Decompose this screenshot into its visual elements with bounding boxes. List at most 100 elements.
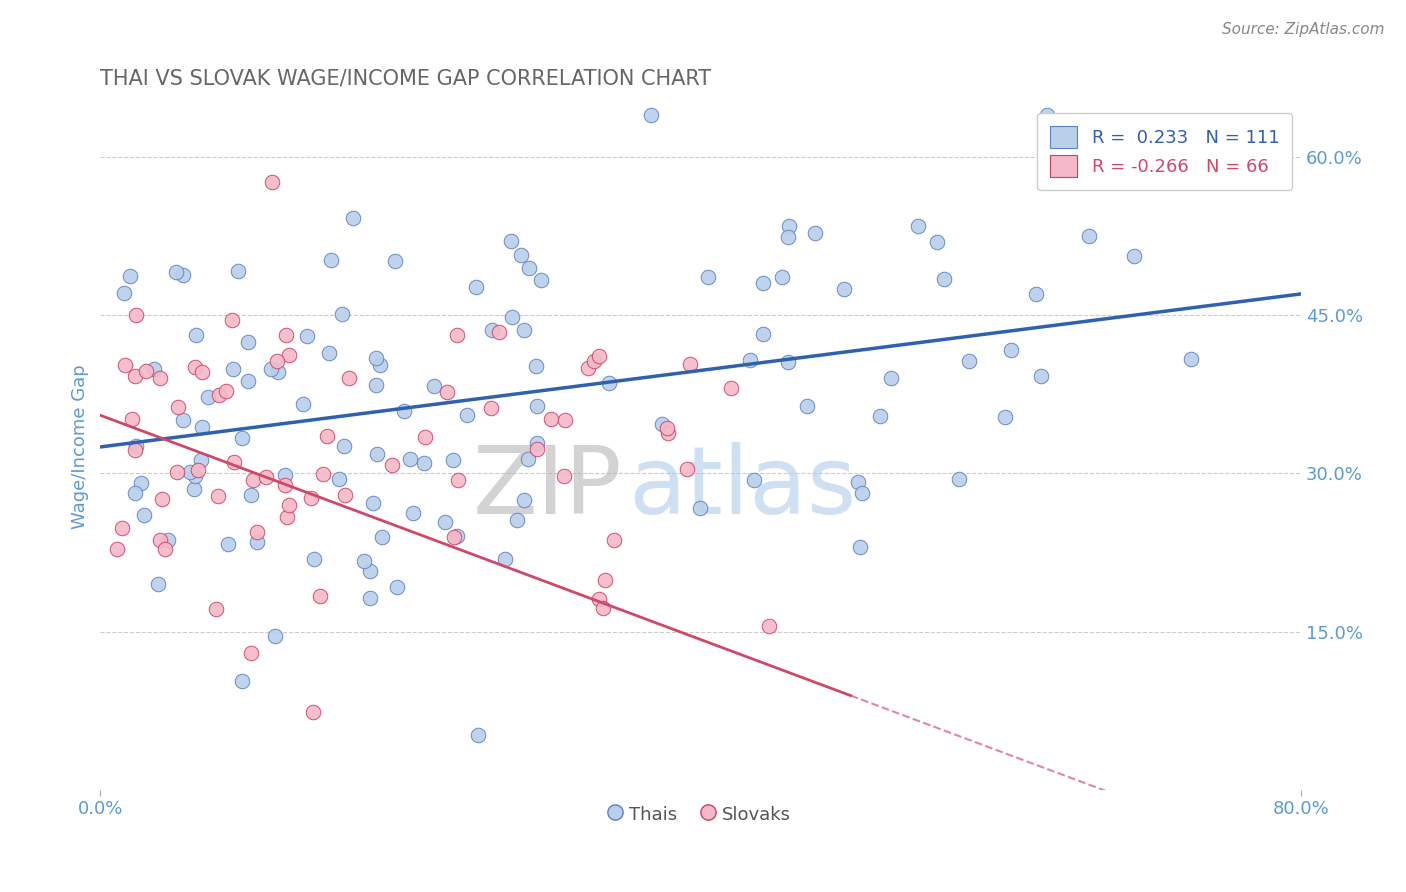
Point	[339, 371, 361, 385]
Point	[166, 466, 188, 480]
Point	[366, 447, 388, 461]
Point	[330, 308, 353, 322]
Point	[124, 439, 146, 453]
Point	[183, 359, 205, 374]
Point	[851, 486, 873, 500]
Point	[592, 601, 614, 615]
Point	[415, 430, 437, 444]
Point	[105, 541, 128, 556]
Point	[934, 271, 956, 285]
Point	[655, 420, 678, 434]
Point	[778, 229, 800, 244]
Point	[187, 463, 209, 477]
Point	[142, 362, 165, 376]
Point	[111, 521, 134, 535]
Point	[262, 175, 284, 189]
Point	[246, 535, 269, 549]
Point	[446, 327, 468, 342]
Point	[384, 253, 406, 268]
Point	[129, 476, 152, 491]
Point	[752, 327, 775, 342]
Point	[224, 455, 246, 469]
Point	[399, 452, 422, 467]
Point	[153, 542, 176, 557]
Point	[657, 426, 679, 441]
Y-axis label: Wage/Income Gap: Wage/Income Gap	[72, 365, 89, 529]
Point	[1000, 343, 1022, 358]
Point	[302, 706, 325, 720]
Point	[359, 564, 381, 578]
Point	[436, 385, 458, 400]
Point	[276, 510, 298, 524]
Point	[364, 378, 387, 392]
Point	[277, 348, 299, 362]
Point	[513, 323, 536, 337]
Point	[190, 452, 212, 467]
Point	[1123, 249, 1146, 263]
Point	[595, 573, 617, 587]
Point	[880, 370, 903, 384]
Point	[124, 368, 146, 383]
Point	[738, 352, 761, 367]
Point	[513, 492, 536, 507]
Point	[179, 466, 201, 480]
Point	[676, 462, 699, 476]
Point	[804, 226, 827, 240]
Point	[582, 354, 605, 368]
Point	[530, 273, 553, 287]
Point	[184, 327, 207, 342]
Point	[501, 234, 523, 248]
Point	[402, 507, 425, 521]
Point	[778, 355, 800, 369]
Point	[239, 646, 262, 660]
Point	[335, 488, 357, 502]
Point	[112, 285, 135, 300]
Point	[231, 431, 253, 445]
Point	[370, 530, 392, 544]
Point	[299, 491, 322, 505]
Point	[135, 364, 157, 378]
Point	[720, 381, 742, 395]
Point	[1078, 228, 1101, 243]
Point	[149, 533, 172, 547]
Point	[1025, 287, 1047, 301]
Point	[364, 351, 387, 365]
Point	[778, 219, 800, 233]
Point	[423, 379, 446, 393]
Point	[276, 328, 298, 343]
Point	[467, 728, 489, 742]
Point	[925, 235, 948, 250]
Point	[770, 270, 793, 285]
Point	[869, 409, 891, 423]
Point	[479, 401, 502, 415]
Point	[554, 413, 576, 427]
Point	[292, 397, 315, 411]
Point	[242, 474, 264, 488]
Point	[121, 412, 143, 426]
Point	[994, 410, 1017, 425]
Point	[315, 429, 337, 443]
Point	[157, 533, 180, 548]
Point	[132, 508, 155, 523]
Point	[501, 310, 523, 324]
Point	[640, 107, 662, 121]
Point	[846, 475, 869, 489]
Point	[446, 473, 468, 487]
Point	[526, 400, 548, 414]
Point	[752, 276, 775, 290]
Point	[342, 211, 364, 226]
Point	[441, 453, 464, 467]
Point	[446, 528, 468, 542]
Point	[263, 629, 285, 643]
Point	[240, 488, 263, 502]
Point	[526, 442, 548, 456]
Point	[254, 470, 277, 484]
Point	[191, 420, 214, 434]
Point	[319, 252, 342, 267]
Point	[412, 456, 434, 470]
Point	[120, 269, 142, 284]
Point	[246, 525, 269, 540]
Point	[146, 576, 169, 591]
Point	[273, 468, 295, 483]
Point	[907, 219, 929, 234]
